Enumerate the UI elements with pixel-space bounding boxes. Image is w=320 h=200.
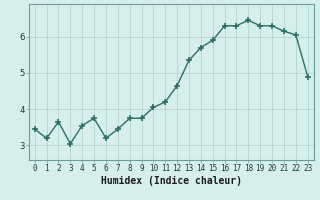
X-axis label: Humidex (Indice chaleur): Humidex (Indice chaleur) bbox=[101, 176, 242, 186]
